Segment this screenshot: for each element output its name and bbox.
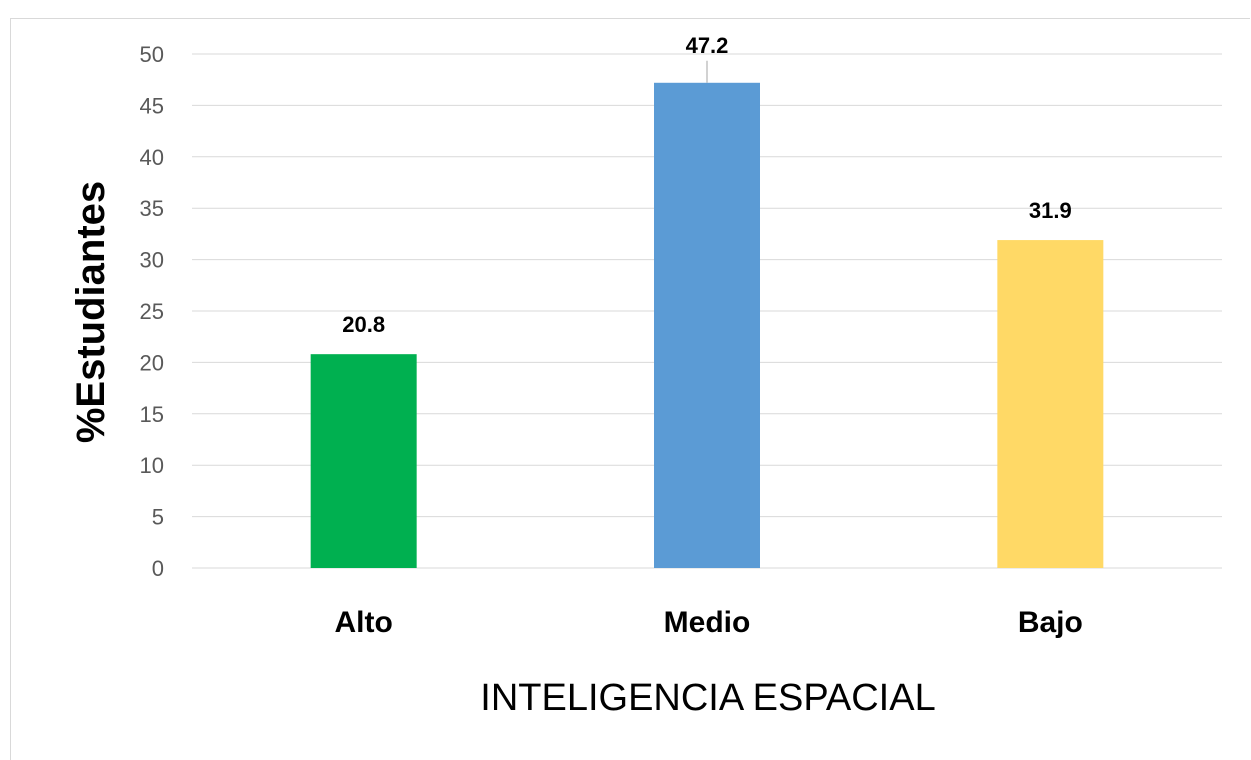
x-axis-label: INTELIGENCIA ESPACIAL [480,677,935,719]
y-axis-label: %Estudiantes [69,181,113,443]
x-tick-label-bajo: Bajo [1018,606,1083,639]
y-tick-label: 25 [140,299,164,324]
chart-border [10,18,1250,760]
y-tick-label: 30 [140,248,164,273]
y-axis-ticks: 0 5 10 15 20 25 30 35 40 45 50 [140,42,164,581]
y-tick-label: 15 [140,402,164,427]
data-label-bajo: 31.9 [1029,198,1072,223]
data-label-medio: 47.2 [686,33,729,58]
y-tick-label: 20 [140,350,164,375]
x-axis-ticks: Alto Medio Bajo [335,606,1083,639]
bar-medio [654,82,760,568]
x-tick-label-medio: Medio [664,606,751,639]
y-tick-label: 5 [152,505,164,530]
y-tick-label: 50 [140,42,164,67]
bars [310,82,1104,568]
y-tick-label: 10 [140,453,164,478]
data-labels: 20.8 47.2 31.9 [342,33,1071,337]
y-tick-label: 45 [140,93,164,118]
y-tick-label: 35 [140,196,164,221]
y-tick-label: 40 [140,145,164,170]
data-label-alto: 20.8 [342,312,385,337]
bar-alto [310,354,417,568]
y-tick-label: 0 [152,556,164,581]
x-tick-label-alto: Alto [335,606,393,639]
bar-bajo [997,240,1104,568]
